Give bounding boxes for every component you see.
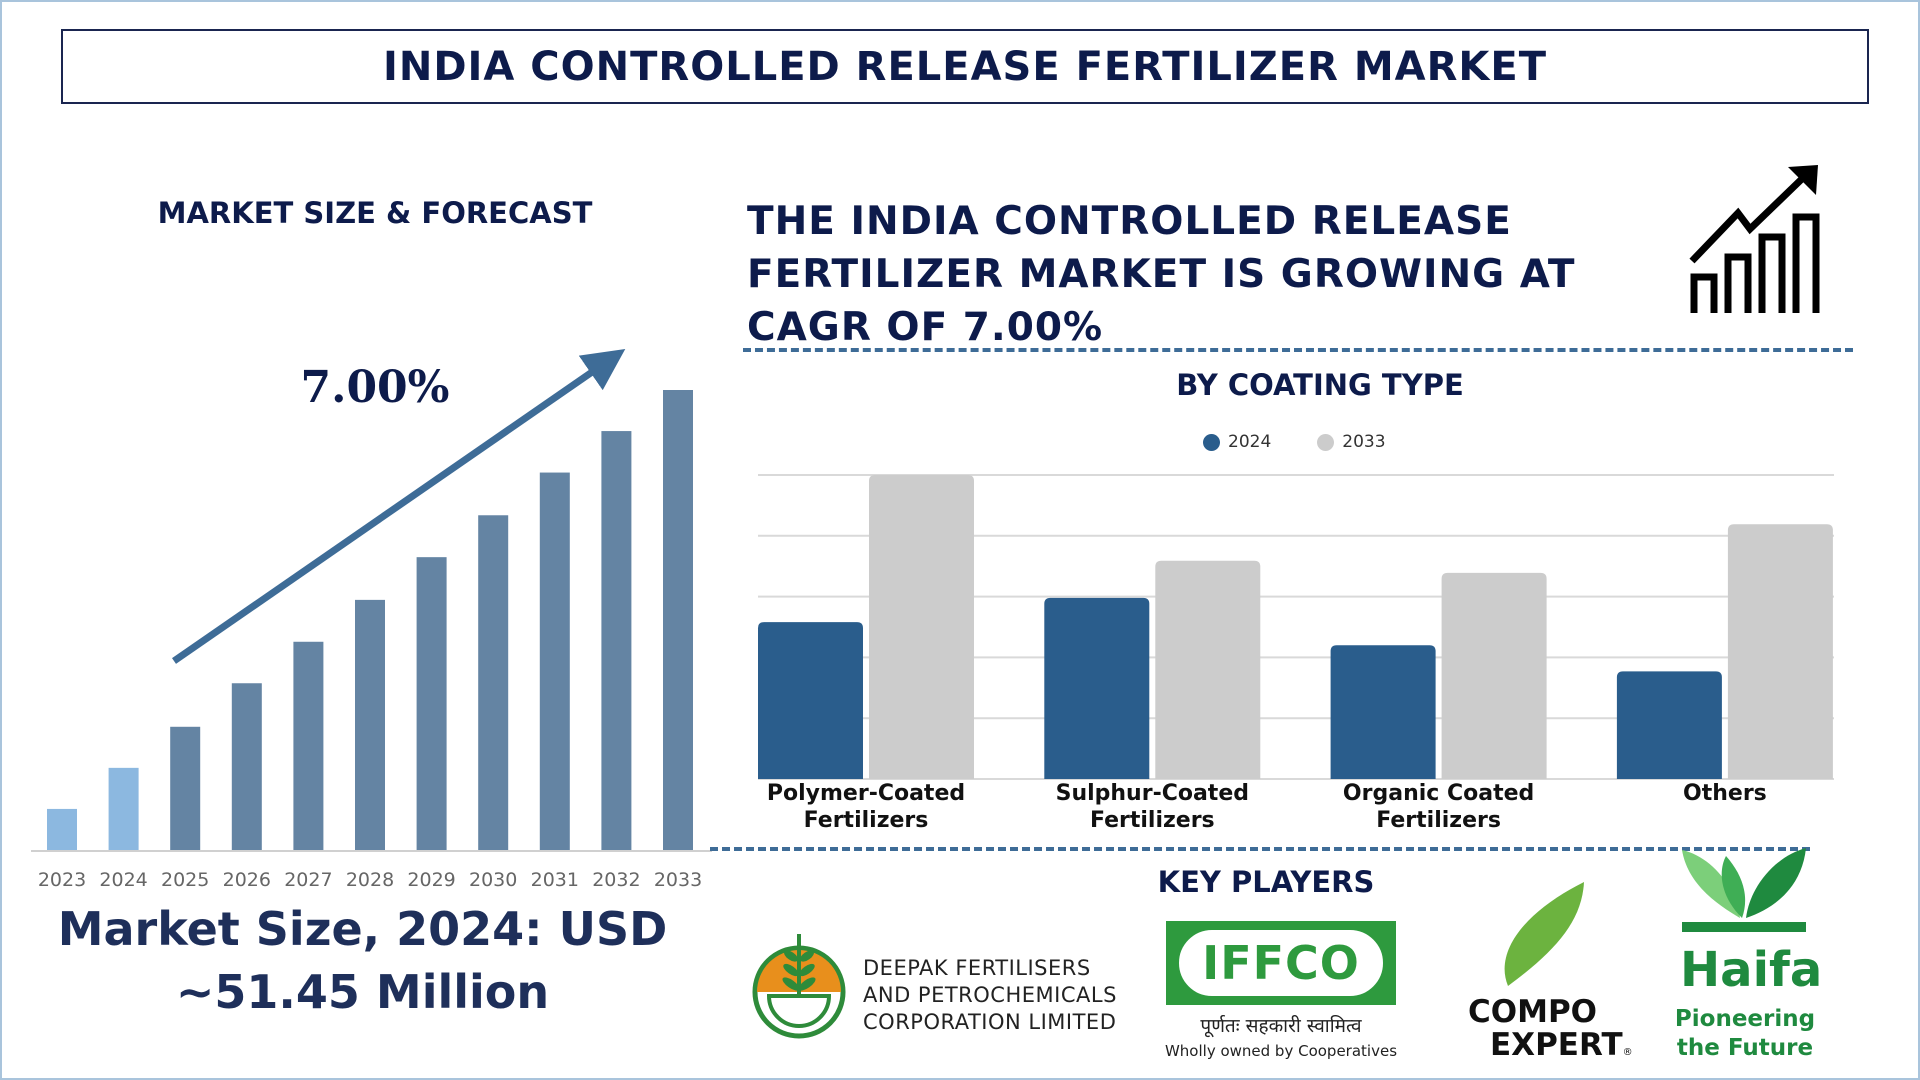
market-size-line1: Market Size, 2024: USD — [57, 902, 668, 956]
compo-line2: EXPERT — [1490, 1027, 1623, 1063]
bar-2028 — [355, 599, 385, 850]
haifa-tagline-line2: the Future — [1676, 1035, 1814, 1061]
category-label: Polymer-Coated Fertilizers — [736, 780, 996, 834]
iffco-caption: Wholly owned by Cooperatives — [1164, 1042, 1398, 1060]
year-label: 2032 — [592, 869, 641, 891]
iffco-logo: IFFCO — [1166, 921, 1396, 1005]
market-size-heading: MARKET SIZE & FORECAST — [157, 196, 593, 230]
legend: 2024 2033 — [1203, 432, 1386, 452]
haifa-leaves-icon — [1682, 848, 1806, 932]
legend-swatch-2033 — [1317, 433, 1335, 451]
trend-arrow-icon — [172, 349, 626, 664]
bar-2030 — [478, 515, 509, 850]
category-label: Sulphur-Coated Fertilizers — [1022, 780, 1282, 834]
coating-type-heading: BY COATING TYPE — [1176, 368, 1464, 402]
bar-2032 — [601, 431, 632, 850]
divider-top — [743, 348, 1853, 352]
legend-label-2024: 2024 — [1228, 432, 1272, 452]
bar-2033-1 — [1155, 560, 1261, 779]
bar-2033-3 — [1727, 524, 1833, 779]
year-label: 2033 — [653, 869, 703, 891]
haifa-tagline: Pioneering the Future — [1665, 1005, 1825, 1063]
growth-chart-icon — [1689, 165, 1820, 313]
deepak-name: DEEPAK FERTILISERS AND PETROCHEMICALS CO… — [863, 955, 1117, 1036]
deepak-line1: DEEPAK FERTILISERS — [863, 956, 1091, 980]
legend-label-2033: 2033 — [1342, 432, 1386, 452]
key-players-heading: KEY PLAYERS — [1157, 865, 1375, 899]
category-label-line: Polymer-Coated — [766, 781, 966, 806]
year-label: 2026 — [222, 869, 271, 891]
category-label: Organic Coated Fertilizers — [1309, 780, 1569, 834]
bar-2024-2 — [1330, 645, 1436, 779]
category-label-line: Organic Coated — [1342, 781, 1535, 806]
bar-2033 — [663, 390, 693, 850]
category-label-line: Fertilizers — [1376, 808, 1501, 833]
category-label: Others — [1595, 780, 1855, 807]
bar-2026 — [231, 683, 262, 850]
bar-2024-1 — [1044, 597, 1150, 779]
compo-line1: COMPO — [1468, 994, 1598, 1030]
year-label: 2027 — [284, 869, 333, 891]
bar-2029 — [416, 557, 447, 850]
year-label: 2029 — [407, 869, 456, 891]
bar-2031 — [539, 472, 570, 850]
haifa-tagline-line1: Pioneering — [1674, 1006, 1816, 1032]
market-forecast-chart — [31, 349, 712, 852]
headline-line1: THE INDIA CONTROLLED RELEASE — [747, 199, 1512, 244]
category-label-line: Others — [1683, 781, 1767, 806]
headline-line2: FERTILIZER MARKET IS GROWING AT — [747, 252, 1576, 297]
iffco-hindi: पूर्णतः सहकारी स्वामित्व — [1200, 1015, 1362, 1037]
deepak-logo — [751, 928, 847, 1044]
year-label: 2031 — [530, 869, 579, 891]
headline-line3: CAGR OF 7.00% — [747, 305, 1104, 350]
deepak-line2: AND PETROCHEMICALS — [863, 983, 1117, 1007]
bar-2024 — [108, 767, 139, 850]
iffco-name: IFFCO — [1202, 936, 1360, 990]
haifa-name: Haifa — [1680, 942, 1823, 998]
category-label-line: Fertilizers — [1089, 808, 1215, 833]
year-label: 2025 — [161, 869, 210, 891]
compo-registered-mark: ® — [1622, 1047, 1633, 1058]
deepak-line3: CORPORATION LIMITED — [863, 1010, 1117, 1034]
divider-bottom — [710, 847, 1810, 851]
bar-2033-2 — [1441, 572, 1547, 779]
page-title: INDIA CONTROLLED RELEASE FERTILIZER MARK… — [61, 29, 1869, 104]
year-label: 2028 — [345, 869, 395, 891]
year-label: 2024 — [99, 869, 148, 891]
bar-2027 — [293, 641, 324, 850]
bar-2033-0 — [869, 475, 974, 779]
bar-2024-0 — [758, 622, 863, 779]
year-label: 2030 — [469, 869, 518, 891]
compo-leaf-icon — [1504, 882, 1584, 986]
market-size-line2: ~51.45 Million — [175, 965, 550, 1019]
cagr-annotation: 7.00% — [300, 362, 450, 413]
compo-expert-logo: COMPO EXPERT® — [1468, 996, 1633, 1069]
category-label-line: Sulphur-Coated — [1055, 781, 1249, 806]
bar-2025 — [170, 726, 201, 850]
legend-swatch-2024 — [1203, 433, 1220, 451]
coating-type-chart — [758, 474, 1834, 780]
headline: THE INDIA CONTROLLED RELEASE FERTILIZER … — [747, 195, 1647, 354]
category-label-line: Fertilizers — [803, 808, 929, 833]
year-label: 2023 — [37, 869, 87, 891]
bar-2024-3 — [1616, 671, 1722, 779]
bar-2023 — [47, 808, 77, 850]
